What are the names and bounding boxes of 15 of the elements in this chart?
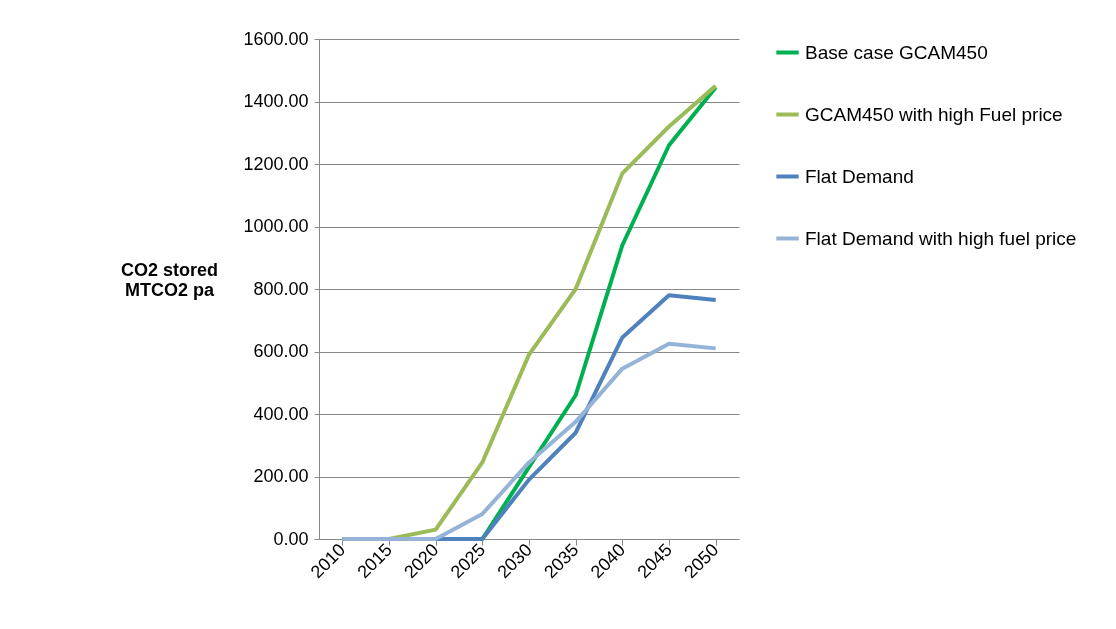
y-tick-label: 400.00 bbox=[253, 403, 309, 424]
legend-label: Base case GCAM450 bbox=[805, 41, 988, 63]
y-tick-label: 600.00 bbox=[253, 341, 309, 361]
y-tick-label: 1200.00 bbox=[243, 153, 309, 174]
y-tick-label: 1000.00 bbox=[243, 216, 309, 236]
y-tick-label: 200.00 bbox=[253, 466, 309, 486]
y-tick-label: 1400.00 bbox=[243, 91, 309, 111]
y-tick-label: 1600.00 bbox=[243, 28, 309, 49]
y-tick-label: 0.00 bbox=[273, 528, 309, 549]
line-series bbox=[340, 341, 718, 541]
legend-label: Flat Demand bbox=[805, 165, 914, 187]
y-axis-title: CO2 stored MTCO2 pa bbox=[120, 259, 219, 300]
y-tick-label: 800.00 bbox=[253, 278, 309, 299]
legend-label: Flat Demand with high fuel price bbox=[805, 227, 1077, 249]
legend-label: GCAM450 with high Fuel price bbox=[805, 103, 1063, 125]
